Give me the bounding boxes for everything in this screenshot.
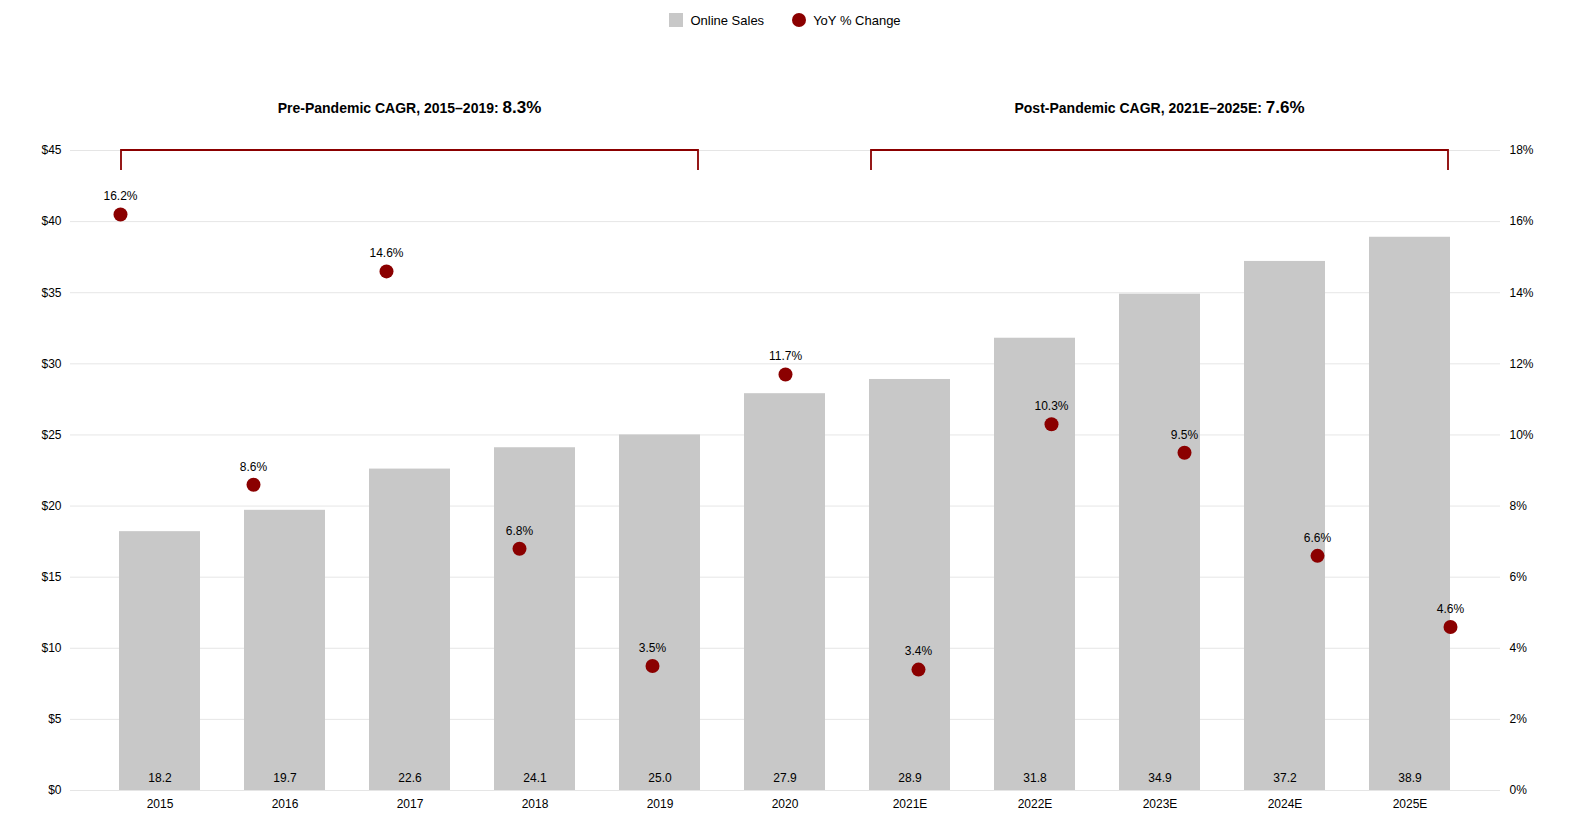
svg-text:2022E: 2022E [1018,797,1053,811]
svg-text:24.1: 24.1 [523,771,547,785]
html-text:Post-Pandemic CAGR, 2021E–2025: Post-Pandemic CAGR, 2021E–2025E:7.6% [1014,98,1305,117]
svg-text:$45: $45 [41,143,61,157]
html-text:Online Sales: Online Sales [690,12,765,28]
svg-text:8%: 8% [1510,499,1528,513]
svg-text:16.2%: 16.2% [103,189,137,203]
svg-text:2015: 2015 [147,797,174,811]
svg-text:2024E: 2024E [1268,797,1303,811]
svg-text:2021E: 2021E [893,797,928,811]
svg-text:2025E: 2025E [1393,797,1428,811]
svg-text:9.5%: 9.5% [1171,428,1199,442]
svg-text:14%: 14% [1510,286,1534,300]
svg-text:14.6%: 14.6% [369,246,403,260]
svg-text:4%: 4% [1510,641,1528,655]
svg-text:2%: 2% [1510,712,1528,726]
svg-text:27.9: 27.9 [773,771,797,785]
svg-text:8.6%: 8.6% [240,460,268,474]
svg-text:$20: $20 [41,499,61,513]
svg-text:6.6%: 6.6% [1304,531,1332,545]
svg-text:34.9: 34.9 [1148,771,1172,785]
svg-text:4.6%: 4.6% [1437,602,1465,616]
svg-text:2020: 2020 [772,797,799,811]
html-text:YoY % Change: YoY % Change [813,12,901,28]
svg-text:10%: 10% [1510,428,1534,442]
svg-text:19.7: 19.7 [273,771,297,785]
svg-text:6%: 6% [1510,570,1528,584]
svg-text:31.8: 31.8 [1023,771,1047,785]
svg-text:$0: $0 [48,783,62,797]
svg-text:3.5%: 3.5% [639,641,667,655]
svg-text:10.3%: 10.3% [1034,399,1068,413]
svg-text:2017: 2017 [397,797,424,811]
svg-text:$35: $35 [41,286,61,300]
svg-text:2023E: 2023E [1143,797,1178,811]
svg-text:37.2: 37.2 [1273,771,1297,785]
svg-text:12%: 12% [1510,357,1534,371]
svg-text:38.9: 38.9 [1398,771,1422,785]
svg-text:18%: 18% [1510,143,1534,157]
svg-text:25.0: 25.0 [648,771,672,785]
svg-text:2016: 2016 [272,797,299,811]
svg-text:18.2: 18.2 [148,771,172,785]
svg-text:28.9: 28.9 [898,771,922,785]
svg-text:2018: 2018 [522,797,549,811]
svg-text:$30: $30 [41,357,61,371]
svg-text:$15: $15 [41,570,61,584]
svg-text:6.8%: 6.8% [506,524,534,538]
svg-text:$5: $5 [48,712,62,726]
svg-text:22.6: 22.6 [398,771,422,785]
svg-text:11.7%: 11.7% [769,349,802,363]
svg-text:0%: 0% [1510,783,1528,797]
svg-text:$25: $25 [41,428,61,442]
svg-text:16%: 16% [1510,214,1534,228]
svg-text:2019: 2019 [647,797,674,811]
svg-text:3.4%: 3.4% [905,644,933,658]
svg-text:$10: $10 [41,641,61,655]
svg-text:$40: $40 [41,214,61,228]
html-text:Pre-Pandemic CAGR, 2015–2019:8: Pre-Pandemic CAGR, 2015–2019:8.3% [277,98,542,117]
